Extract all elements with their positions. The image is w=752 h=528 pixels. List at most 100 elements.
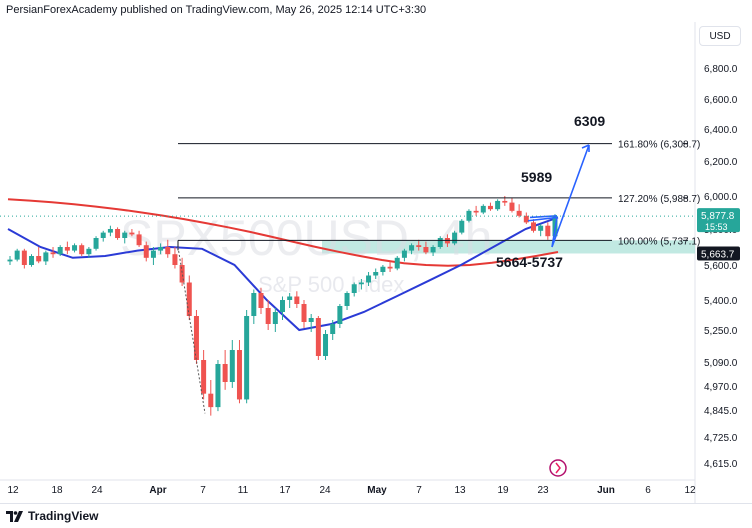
candle-body [308,318,314,322]
candle-body [7,259,13,262]
candle-body [423,247,429,253]
candle-body [545,225,551,237]
candle-body [280,300,285,312]
candle-body [36,256,42,262]
candle-body [287,296,293,300]
candle-body [64,247,70,251]
support-zone [322,240,695,254]
candle-body [29,256,35,265]
candle-body [21,250,27,265]
y-tick-label: 6,600.0 [704,95,738,106]
y-tick-label: 4,845.0 [704,406,738,417]
x-tick-label: 6 [645,485,651,496]
candle-body [344,293,350,306]
x-tick-label: 12 [684,485,696,496]
x-tick-label: 17 [279,485,291,496]
candle-body [330,324,336,334]
candle-body [79,245,85,255]
candle-body [437,238,443,247]
candle-body [401,250,407,258]
candle-body [523,215,529,223]
candle-body [244,316,250,400]
candle-body [57,247,63,255]
zone-price-label: 5,663.7 [701,250,735,261]
fib-level-label: 100.00% (5,737.1) [618,236,700,247]
current-price-countdown: 15:53 [705,222,728,232]
candle-body [272,312,278,324]
currency-button[interactable]: USD [699,26,741,46]
candle-body [502,200,508,203]
candle-body [107,229,113,233]
y-tick-label: 5,600.0 [704,261,738,272]
candle-body [136,234,142,246]
candle-body [394,257,400,269]
y-tick-label: 5,250.0 [704,326,738,337]
x-tick-label: Apr [149,485,166,496]
candle-body [143,245,149,258]
current-price-label: 5,877.8 [701,211,735,222]
y-tick-label: 4,725.0 [704,433,738,444]
candle-body [215,364,221,408]
x-tick-label: 7 [416,485,422,496]
tradingview-logo[interactable]: TradingView [6,509,98,523]
candle-body [93,238,99,249]
candle-body [165,247,171,255]
candle-body [452,232,458,244]
candle-body [373,272,379,276]
candle-body [43,252,49,262]
candle-body [409,245,415,251]
projection-path [527,144,590,248]
y-tick-label: 5,090.0 [704,358,738,369]
x-tick-label: May [367,485,387,496]
replay-icon-glyph [555,462,561,474]
x-tick-label: 19 [497,485,509,496]
ma-slow-line [7,198,559,267]
annotation-target-top: 6309 [574,113,605,129]
candle-body [538,225,544,231]
candle-body [193,316,199,360]
replay-icon [549,459,567,477]
projection-arrowhead [581,144,590,152]
x-tick-label: 18 [51,485,63,496]
fib-dashed-leg [177,246,206,414]
zone-price-tag [697,246,740,261]
candle-body [265,308,271,324]
candle-body [495,200,501,210]
candle-body [115,229,121,238]
x-tick-label: 7 [200,485,206,496]
footer: TradingView [0,503,752,528]
candle-body [315,318,321,356]
candle-body [480,205,486,213]
candle-body [530,222,536,231]
candle-body [323,334,329,356]
candle-body [516,210,522,216]
candle-body [208,393,214,408]
x-tick-label: Jun [597,485,615,496]
watermark-description: S&P 500 Index [258,272,404,297]
candle-body [236,350,242,400]
y-tick-label: 6,800.0 [704,64,738,75]
y-tick-label: 6,000.0 [704,192,738,203]
candle-body [222,364,228,382]
candle-body [186,282,192,316]
price-chart: SPX500USD, 4hS&P 500 Index 161.80% (6,30… [0,22,740,503]
candle-body [129,232,135,235]
candle-body [72,245,78,251]
x-tick-label: 13 [454,485,466,496]
y-tick-label: 4,615.0 [704,459,738,470]
candle-body [416,245,422,247]
x-tick-label: 24 [319,485,331,496]
fib-level-label: 127.20% (5,988.7) [618,194,700,205]
candle-body [380,266,386,272]
tradingview-brand: TradingView [28,509,99,523]
candle-body [301,304,307,322]
annotation-support-zone: 5664-5737 [496,254,563,270]
candle-body [150,250,156,258]
candle-body [430,247,436,253]
annotation-target-mid: 5989 [521,169,552,185]
candle-body [294,296,300,304]
candle-body [366,275,372,283]
y-tick-label: 4,970.0 [704,382,738,393]
candle-body [487,205,493,210]
candle-body [459,220,465,233]
